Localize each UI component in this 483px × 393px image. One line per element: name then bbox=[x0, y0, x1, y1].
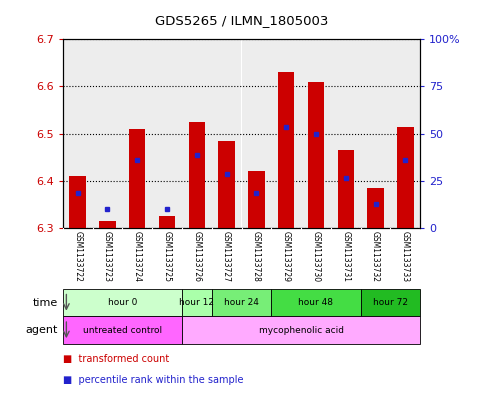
Bar bbox=[301, 39, 331, 228]
Bar bbox=[218, 141, 235, 228]
Text: GSM1133728: GSM1133728 bbox=[252, 231, 261, 282]
Bar bbox=[271, 289, 361, 316]
Bar bbox=[278, 72, 294, 228]
Bar bbox=[212, 39, 242, 228]
Bar bbox=[63, 316, 182, 344]
Text: GSM1133722: GSM1133722 bbox=[73, 231, 82, 282]
Text: GSM1133729: GSM1133729 bbox=[282, 231, 291, 282]
Bar bbox=[182, 289, 212, 316]
Text: GSM1133724: GSM1133724 bbox=[133, 231, 142, 282]
Text: GSM1133730: GSM1133730 bbox=[312, 231, 320, 282]
Bar bbox=[361, 39, 390, 228]
Bar bbox=[242, 39, 271, 228]
Text: hour 12: hour 12 bbox=[179, 298, 214, 307]
Bar bbox=[189, 122, 205, 228]
Text: hour 72: hour 72 bbox=[373, 298, 408, 307]
Bar bbox=[63, 289, 182, 316]
Text: mycophenolic acid: mycophenolic acid bbox=[258, 326, 343, 334]
Text: ■  transformed count: ■ transformed count bbox=[63, 354, 169, 364]
Bar bbox=[331, 39, 361, 228]
Text: GSM1133733: GSM1133733 bbox=[401, 231, 410, 282]
Bar bbox=[122, 39, 152, 228]
Bar bbox=[182, 316, 420, 344]
Bar bbox=[182, 39, 212, 228]
Bar bbox=[397, 127, 413, 228]
Text: hour 48: hour 48 bbox=[298, 298, 333, 307]
Bar bbox=[70, 176, 86, 228]
Text: ■  percentile rank within the sample: ■ percentile rank within the sample bbox=[63, 375, 243, 385]
Text: GSM1133723: GSM1133723 bbox=[103, 231, 112, 282]
Text: GSM1133727: GSM1133727 bbox=[222, 231, 231, 282]
Text: GSM1133726: GSM1133726 bbox=[192, 231, 201, 282]
Bar bbox=[248, 171, 265, 228]
Bar bbox=[308, 82, 324, 228]
Bar bbox=[159, 216, 175, 228]
Bar bbox=[212, 289, 271, 316]
Bar bbox=[99, 221, 115, 228]
Text: GDS5265 / ILMN_1805003: GDS5265 / ILMN_1805003 bbox=[155, 14, 328, 27]
Bar bbox=[368, 188, 384, 228]
Bar bbox=[129, 129, 145, 228]
Text: hour 24: hour 24 bbox=[224, 298, 259, 307]
Bar bbox=[152, 39, 182, 228]
Text: untreated control: untreated control bbox=[83, 326, 162, 334]
Text: hour 0: hour 0 bbox=[108, 298, 137, 307]
Text: agent: agent bbox=[26, 325, 58, 335]
Bar bbox=[63, 39, 93, 228]
Text: GSM1133725: GSM1133725 bbox=[163, 231, 171, 282]
Text: time: time bbox=[33, 298, 58, 308]
Bar bbox=[390, 39, 420, 228]
Text: GSM1133732: GSM1133732 bbox=[371, 231, 380, 282]
Bar bbox=[271, 39, 301, 228]
Text: GSM1133731: GSM1133731 bbox=[341, 231, 350, 282]
Bar bbox=[93, 39, 122, 228]
Bar bbox=[338, 150, 354, 228]
Bar bbox=[361, 289, 420, 316]
